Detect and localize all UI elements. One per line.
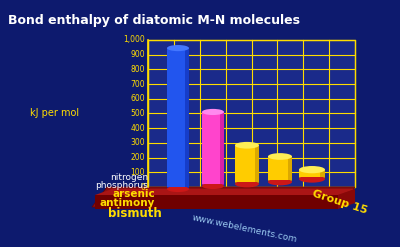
- Ellipse shape: [202, 183, 224, 189]
- Ellipse shape: [299, 173, 325, 181]
- Text: arsenic: arsenic: [112, 189, 155, 199]
- Polygon shape: [320, 170, 325, 177]
- Text: antimony: antimony: [100, 198, 155, 208]
- Polygon shape: [185, 48, 189, 187]
- Polygon shape: [95, 195, 338, 209]
- Polygon shape: [202, 112, 224, 184]
- Polygon shape: [299, 170, 325, 177]
- Polygon shape: [167, 48, 189, 187]
- Text: 900: 900: [130, 50, 145, 59]
- Ellipse shape: [268, 179, 292, 185]
- Text: 0: 0: [140, 183, 145, 191]
- Ellipse shape: [235, 181, 259, 187]
- Text: 200: 200: [130, 153, 145, 162]
- Ellipse shape: [235, 179, 259, 185]
- Text: bismuth: bismuth: [108, 206, 162, 220]
- Ellipse shape: [167, 45, 189, 51]
- Ellipse shape: [268, 177, 292, 183]
- Ellipse shape: [167, 184, 189, 190]
- Text: Bond enthalpy of diatomic M-N molecules: Bond enthalpy of diatomic M-N molecules: [8, 14, 300, 27]
- Ellipse shape: [299, 166, 325, 173]
- Polygon shape: [95, 189, 355, 195]
- Polygon shape: [338, 189, 355, 209]
- Polygon shape: [268, 157, 292, 180]
- Ellipse shape: [268, 153, 292, 160]
- Text: phosphorus: phosphorus: [95, 181, 148, 189]
- Polygon shape: [220, 112, 224, 184]
- Text: kJ per mol: kJ per mol: [30, 108, 80, 119]
- Text: Group 15: Group 15: [311, 188, 369, 216]
- Text: www.webelements.com: www.webelements.com: [192, 213, 298, 245]
- Ellipse shape: [202, 181, 224, 187]
- Polygon shape: [288, 157, 292, 180]
- Polygon shape: [235, 145, 259, 182]
- Text: 1,000: 1,000: [123, 36, 145, 44]
- Polygon shape: [92, 187, 355, 207]
- Text: 700: 700: [130, 80, 145, 89]
- Ellipse shape: [299, 175, 325, 183]
- Ellipse shape: [202, 109, 224, 115]
- Ellipse shape: [235, 142, 259, 149]
- Text: nitrogen: nitrogen: [110, 172, 148, 182]
- Text: 800: 800: [130, 65, 145, 74]
- Text: 100: 100: [130, 168, 145, 177]
- Text: 400: 400: [130, 124, 145, 133]
- Text: 300: 300: [130, 138, 145, 147]
- Ellipse shape: [167, 186, 189, 192]
- Polygon shape: [148, 40, 355, 187]
- Text: 600: 600: [130, 94, 145, 103]
- Text: 500: 500: [130, 109, 145, 118]
- Polygon shape: [255, 145, 259, 182]
